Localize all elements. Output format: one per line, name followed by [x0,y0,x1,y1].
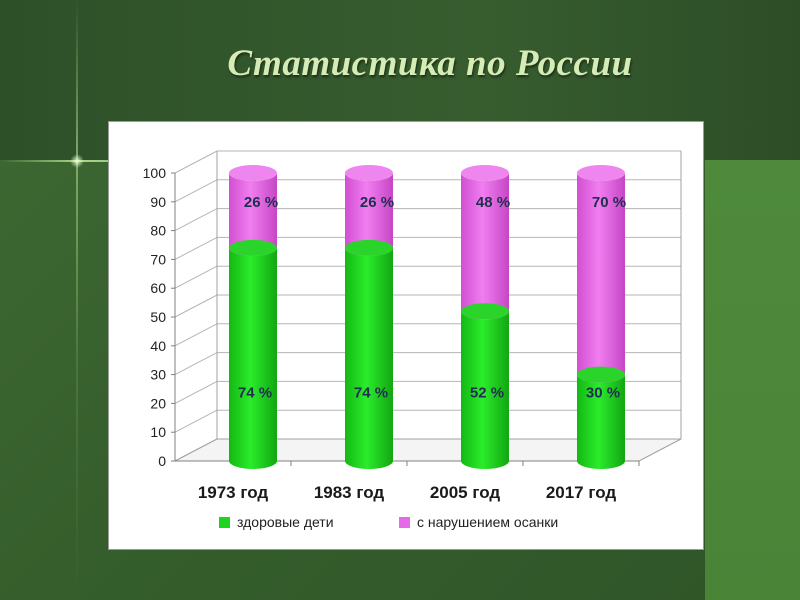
gridline-depth [174,294,218,318]
bar-segment-posture [229,173,277,256]
gridline-depth [174,352,218,376]
bar-top-cap [577,165,625,181]
gridline-depth [174,179,218,203]
data-label-posture: 70 % [592,194,626,211]
legend-swatch-posture [399,517,410,528]
bar-divider-cap [345,239,393,256]
y-tick-label: 40 [150,338,166,354]
y-tick-label: 0 [158,453,166,469]
gridline-depth [174,409,218,433]
bar-divider-cap [229,239,277,256]
bar-segment-posture-body [345,173,393,256]
data-label-healthy: 30 % [586,385,620,402]
data-label-posture: 26 % [244,194,278,211]
x-category-label: 2017 год [546,483,617,502]
bar-segment-healthy-body [345,247,393,469]
x-category-label: 1983 год [314,483,385,502]
data-label-healthy: 74 % [354,385,388,402]
decor-vertical-line [76,0,78,600]
bar-segment-healthy-body [461,311,509,469]
bar-divider-cap [577,366,625,383]
y-tick-label: 70 [150,251,166,267]
gridline-depth [174,265,218,289]
bar-segment-posture [577,173,625,383]
bar-segment-healthy-body [577,374,625,469]
bar-segment-posture [345,173,393,256]
y-tick-label: 100 [143,165,167,181]
y-tick-label: 30 [150,367,166,383]
data-label-posture: 26 % [360,194,394,211]
gridline-depth [174,323,218,347]
gridline-depth [174,380,218,404]
legend-swatch-healthy [219,517,230,528]
bar-top-cap [229,165,277,181]
gridline-depth [174,236,218,260]
y-tick-label: 60 [150,280,166,296]
bar-segment-healthy [345,247,393,469]
slide-title: Статистика по России [227,43,633,84]
bar-top-cap [461,165,509,181]
bar-segment-posture [461,173,509,320]
data-label-healthy: 52 % [470,385,504,402]
gridline-depth [174,150,218,174]
bar-segment-healthy-body [229,247,277,469]
bar-segment-healthy [461,311,509,469]
bar-segment-healthy [229,247,277,469]
bar-divider-cap [461,303,509,320]
bar-segment-posture-body [577,173,625,383]
legend-label-healthy: здоровые дети [237,514,334,530]
y-tick-label: 80 [150,223,166,239]
background-right-band [705,160,800,600]
y-tick-label: 10 [150,424,166,440]
bar-top-cap [345,165,393,181]
data-label-posture: 48 % [476,194,510,211]
bar-segment-posture-body [461,173,509,320]
y-tick-label: 90 [150,194,166,210]
y-tick-label: 50 [150,309,166,325]
bar-segment-posture-body [229,173,277,256]
chart-area: 0 10 20 30 40 50 60 70 80 90 100 74 % 26 % 1973 год 74… [108,121,704,550]
bar-segment-healthy [577,374,625,469]
x-category-label: 2005 год [430,483,501,502]
gridline-depth [174,208,218,232]
stacked-bar-chart: 0 10 20 30 40 50 60 70 80 90 100 74 % 26 % 1973 год 74… [143,150,682,530]
decor-sparkle [70,154,84,168]
x-category-label: 1973 год [198,483,269,502]
legend-label-posture: с нарушением осанки [417,514,558,530]
y-tick-label: 20 [150,395,166,411]
data-label-healthy: 74 % [238,385,272,402]
